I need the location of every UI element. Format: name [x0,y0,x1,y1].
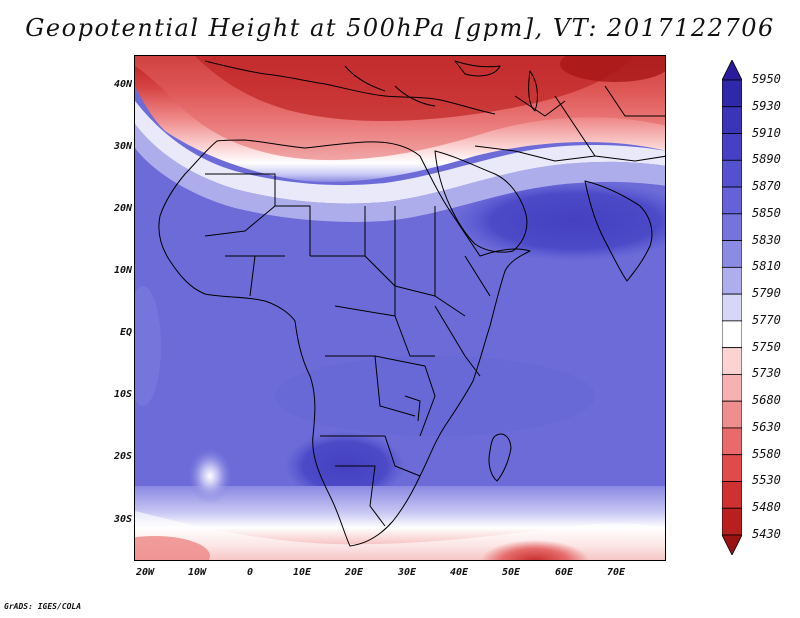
lat-label-30n: 30N [113,141,132,152]
grads-credit: GrADS: IGES/COLA [4,602,82,611]
colorbar-label: 5430 [752,527,781,541]
lon-label-40e: 40E [449,567,469,578]
colorbar-cell [722,79,742,108]
lon-label-60e: 60E [554,567,574,578]
colorbar-cell [722,347,742,375]
colorbar-label: 5770 [752,312,781,327]
lat-label-10s: 10S [113,389,132,400]
colorbar-cell [722,159,742,188]
colorbar-cell [722,374,742,402]
north-east-low [560,56,665,82]
colorbar-label: 5930 [752,98,781,113]
colorbar-cell [722,186,742,215]
colorbar-label: 5850 [752,205,781,220]
colorbar-cell [722,507,742,536]
colorbar-label: 5870 [752,179,781,194]
lat-label-30s: 30S [113,514,132,525]
lat-label-40n: 40N [113,79,132,90]
colorbar-cell [722,133,742,161]
lon-label-50e: 50E [501,567,521,578]
south-west-low [135,536,210,560]
colorbar-label: 5890 [752,152,781,167]
lon-label-10w: 10W [187,567,207,578]
colorbar-cell [722,481,742,509]
colorbar-cell [722,400,742,429]
colorbar-label: 5530 [752,473,781,488]
colorbar-label: 5910 [752,125,781,140]
map-svg [135,56,665,560]
lat-label-20s: 20S [113,451,132,462]
lon-label-20w: 20W [135,567,155,578]
colorbar-cell [722,266,742,295]
chart-title: Geopotential Height at 500hPa [gpm], VT:… [25,14,775,42]
colorbar-label: 5730 [752,366,781,381]
colorbar-cell [722,213,742,241]
colorbar-label: 5750 [752,339,781,354]
colorbar-label: 5580 [752,446,781,461]
colorbar-cell [722,240,742,268]
colorbar-cell [722,320,742,349]
colorbar-label: 5630 [752,419,781,434]
colorbar-label: 5790 [752,286,781,301]
lon-label-0: 0 [246,567,254,578]
lon-label-10e: 10E [292,567,312,578]
high-arabian-sea [455,181,665,261]
north-light-blue [135,124,665,222]
colorbar-label: 5950 [752,72,781,86]
lat-label-20n: 20N [113,203,132,214]
south-atlantic-trough [188,448,232,504]
map-panel [134,55,666,561]
colorbar-label: 5830 [752,232,781,247]
colorbar-top-arrow [722,60,742,81]
south-east-low [480,540,590,560]
lon-label-70e: 70E [606,567,626,578]
colorbar [722,60,742,555]
lat-label-10n: 10N [113,265,132,276]
colorbar-bottom-arrow [722,534,742,555]
lon-label-20e: 20E [344,567,364,578]
colorbar-cell [722,106,742,134]
colorbar-cell [722,293,742,322]
lat-label-eq: EQ [119,327,132,338]
north-dark-red [195,56,635,122]
lon-label-30e: 30E [397,567,417,578]
colorbar-cell [722,427,742,456]
colorbar-label: 5680 [752,393,781,408]
colorbar-cells [722,60,742,555]
colorbar-label: 5810 [752,259,781,274]
west-edge [135,286,161,406]
north-white-ridge [135,101,665,204]
colorbar-label: 5480 [752,500,781,515]
colorbar-cell [722,454,742,482]
coastlines [158,60,665,547]
